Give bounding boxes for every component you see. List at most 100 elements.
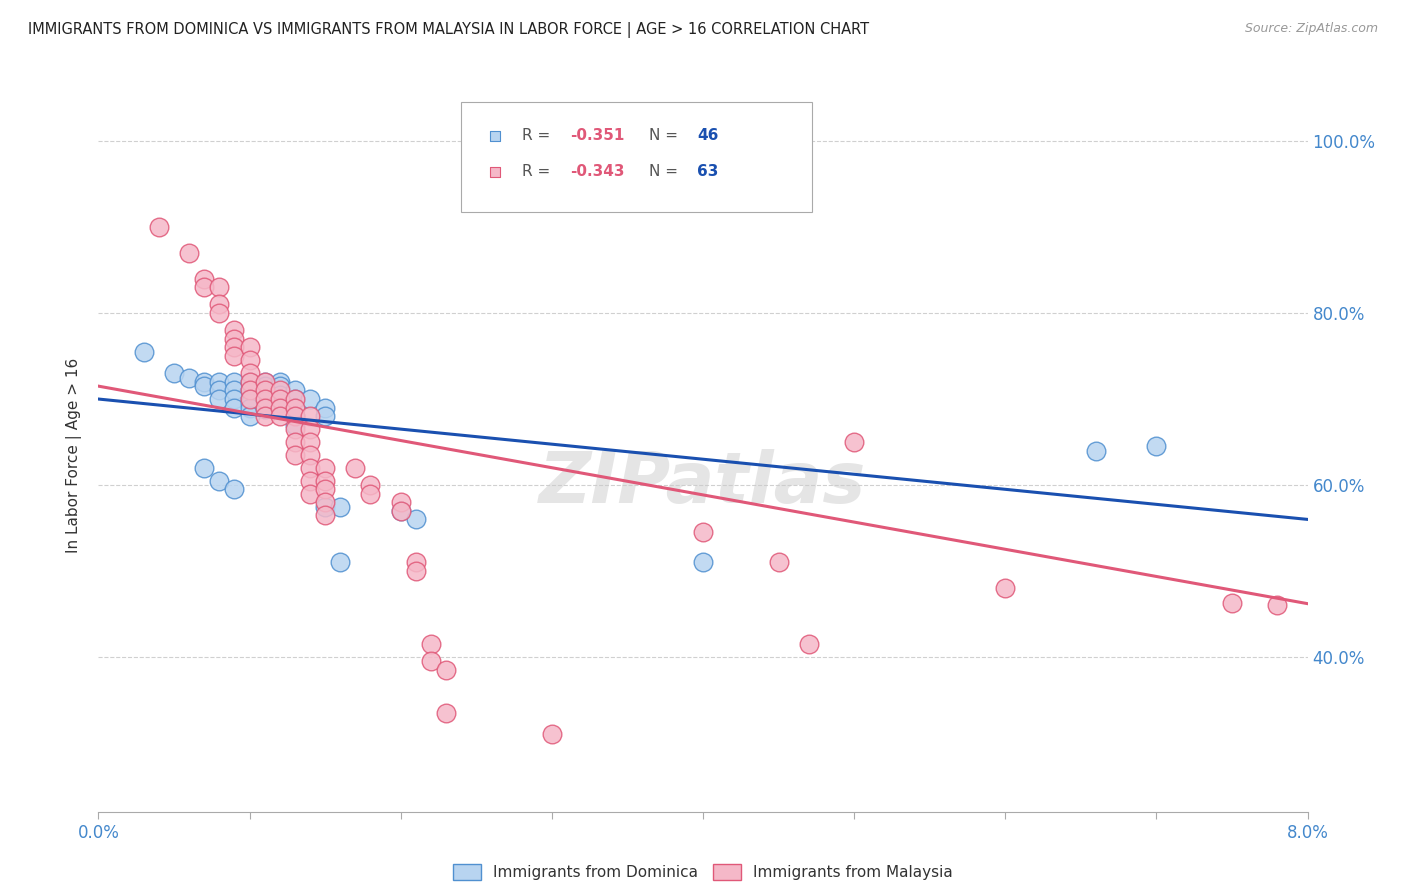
Point — [284, 448, 307, 462]
Point — [208, 375, 231, 389]
Point — [284, 409, 307, 424]
Point — [420, 637, 443, 651]
Point — [269, 375, 291, 389]
Point — [148, 220, 170, 235]
Point — [253, 375, 276, 389]
Point — [284, 392, 307, 406]
Point — [1085, 443, 1108, 458]
Point — [1220, 596, 1243, 610]
Point — [405, 564, 427, 578]
Point — [434, 706, 457, 720]
Point — [179, 245, 201, 260]
Text: Source: ZipAtlas.com: Source: ZipAtlas.com — [1244, 22, 1378, 36]
Point — [844, 435, 866, 450]
Point — [208, 392, 231, 406]
Text: -0.343: -0.343 — [569, 164, 624, 179]
Point — [314, 401, 336, 415]
Point — [344, 460, 367, 475]
Point — [284, 392, 307, 406]
Point — [405, 555, 427, 569]
FancyBboxPatch shape — [461, 102, 811, 212]
Point — [269, 401, 291, 415]
Point — [314, 500, 336, 514]
Point — [284, 417, 307, 432]
Point — [692, 555, 714, 569]
Point — [994, 581, 1017, 595]
Point — [239, 384, 262, 398]
Legend: Immigrants from Dominica, Immigrants from Malaysia: Immigrants from Dominica, Immigrants fro… — [447, 858, 959, 886]
Point — [269, 392, 291, 406]
Point — [253, 375, 276, 389]
Point — [253, 392, 276, 406]
Text: R =: R = — [522, 164, 555, 179]
Point — [224, 392, 246, 406]
Point — [239, 392, 262, 406]
Point — [253, 409, 276, 424]
Point — [239, 401, 262, 415]
Point — [239, 392, 262, 406]
Point — [314, 483, 336, 497]
Point — [269, 388, 291, 402]
Point — [329, 500, 352, 514]
Point — [360, 478, 382, 492]
Point — [239, 341, 262, 355]
Point — [208, 297, 231, 311]
Point — [314, 474, 336, 488]
Text: ZIPatlas: ZIPatlas — [540, 449, 866, 518]
Point — [224, 401, 246, 415]
Point — [284, 384, 307, 398]
Point — [284, 435, 307, 450]
Point — [132, 344, 155, 359]
Point — [1146, 439, 1168, 453]
Point — [208, 306, 231, 320]
Point — [299, 448, 322, 462]
Point — [239, 375, 262, 389]
Point — [208, 474, 231, 488]
Point — [284, 401, 307, 415]
Point — [314, 495, 336, 509]
Point — [329, 555, 352, 569]
Point — [389, 504, 412, 518]
Text: 46: 46 — [697, 128, 718, 144]
Text: N =: N = — [648, 164, 682, 179]
Point — [193, 375, 215, 389]
Point — [193, 271, 215, 285]
Point — [389, 495, 412, 509]
Point — [299, 474, 322, 488]
Point — [253, 402, 276, 417]
Point — [314, 508, 336, 522]
Point — [253, 385, 276, 400]
Point — [269, 409, 291, 424]
Point — [299, 409, 322, 424]
Point — [1267, 599, 1289, 613]
Y-axis label: In Labor Force | Age > 16: In Labor Force | Age > 16 — [66, 358, 83, 552]
Point — [253, 401, 276, 415]
Point — [269, 396, 291, 410]
Text: -0.351: -0.351 — [569, 128, 624, 144]
Point — [405, 512, 427, 526]
Point — [193, 379, 215, 393]
Point — [239, 409, 262, 424]
Point — [253, 379, 276, 393]
Point — [284, 422, 307, 436]
Point — [253, 384, 276, 398]
Point — [284, 401, 307, 415]
Point — [239, 384, 262, 398]
Point — [434, 663, 457, 677]
Point — [253, 393, 276, 408]
Point — [797, 637, 820, 651]
Point — [314, 409, 336, 424]
Point — [541, 727, 564, 741]
Point — [224, 349, 246, 363]
Point — [692, 525, 714, 540]
Text: IMMIGRANTS FROM DOMINICA VS IMMIGRANTS FROM MALAYSIA IN LABOR FORCE | AGE > 16 C: IMMIGRANTS FROM DOMINICA VS IMMIGRANTS F… — [28, 22, 869, 38]
Point — [269, 384, 291, 398]
Point — [360, 486, 382, 500]
Point — [768, 555, 790, 569]
Point — [299, 486, 322, 500]
Point — [239, 353, 262, 368]
Point — [239, 366, 262, 380]
Point — [299, 422, 322, 436]
Point — [224, 375, 246, 389]
Text: N =: N = — [648, 128, 682, 144]
